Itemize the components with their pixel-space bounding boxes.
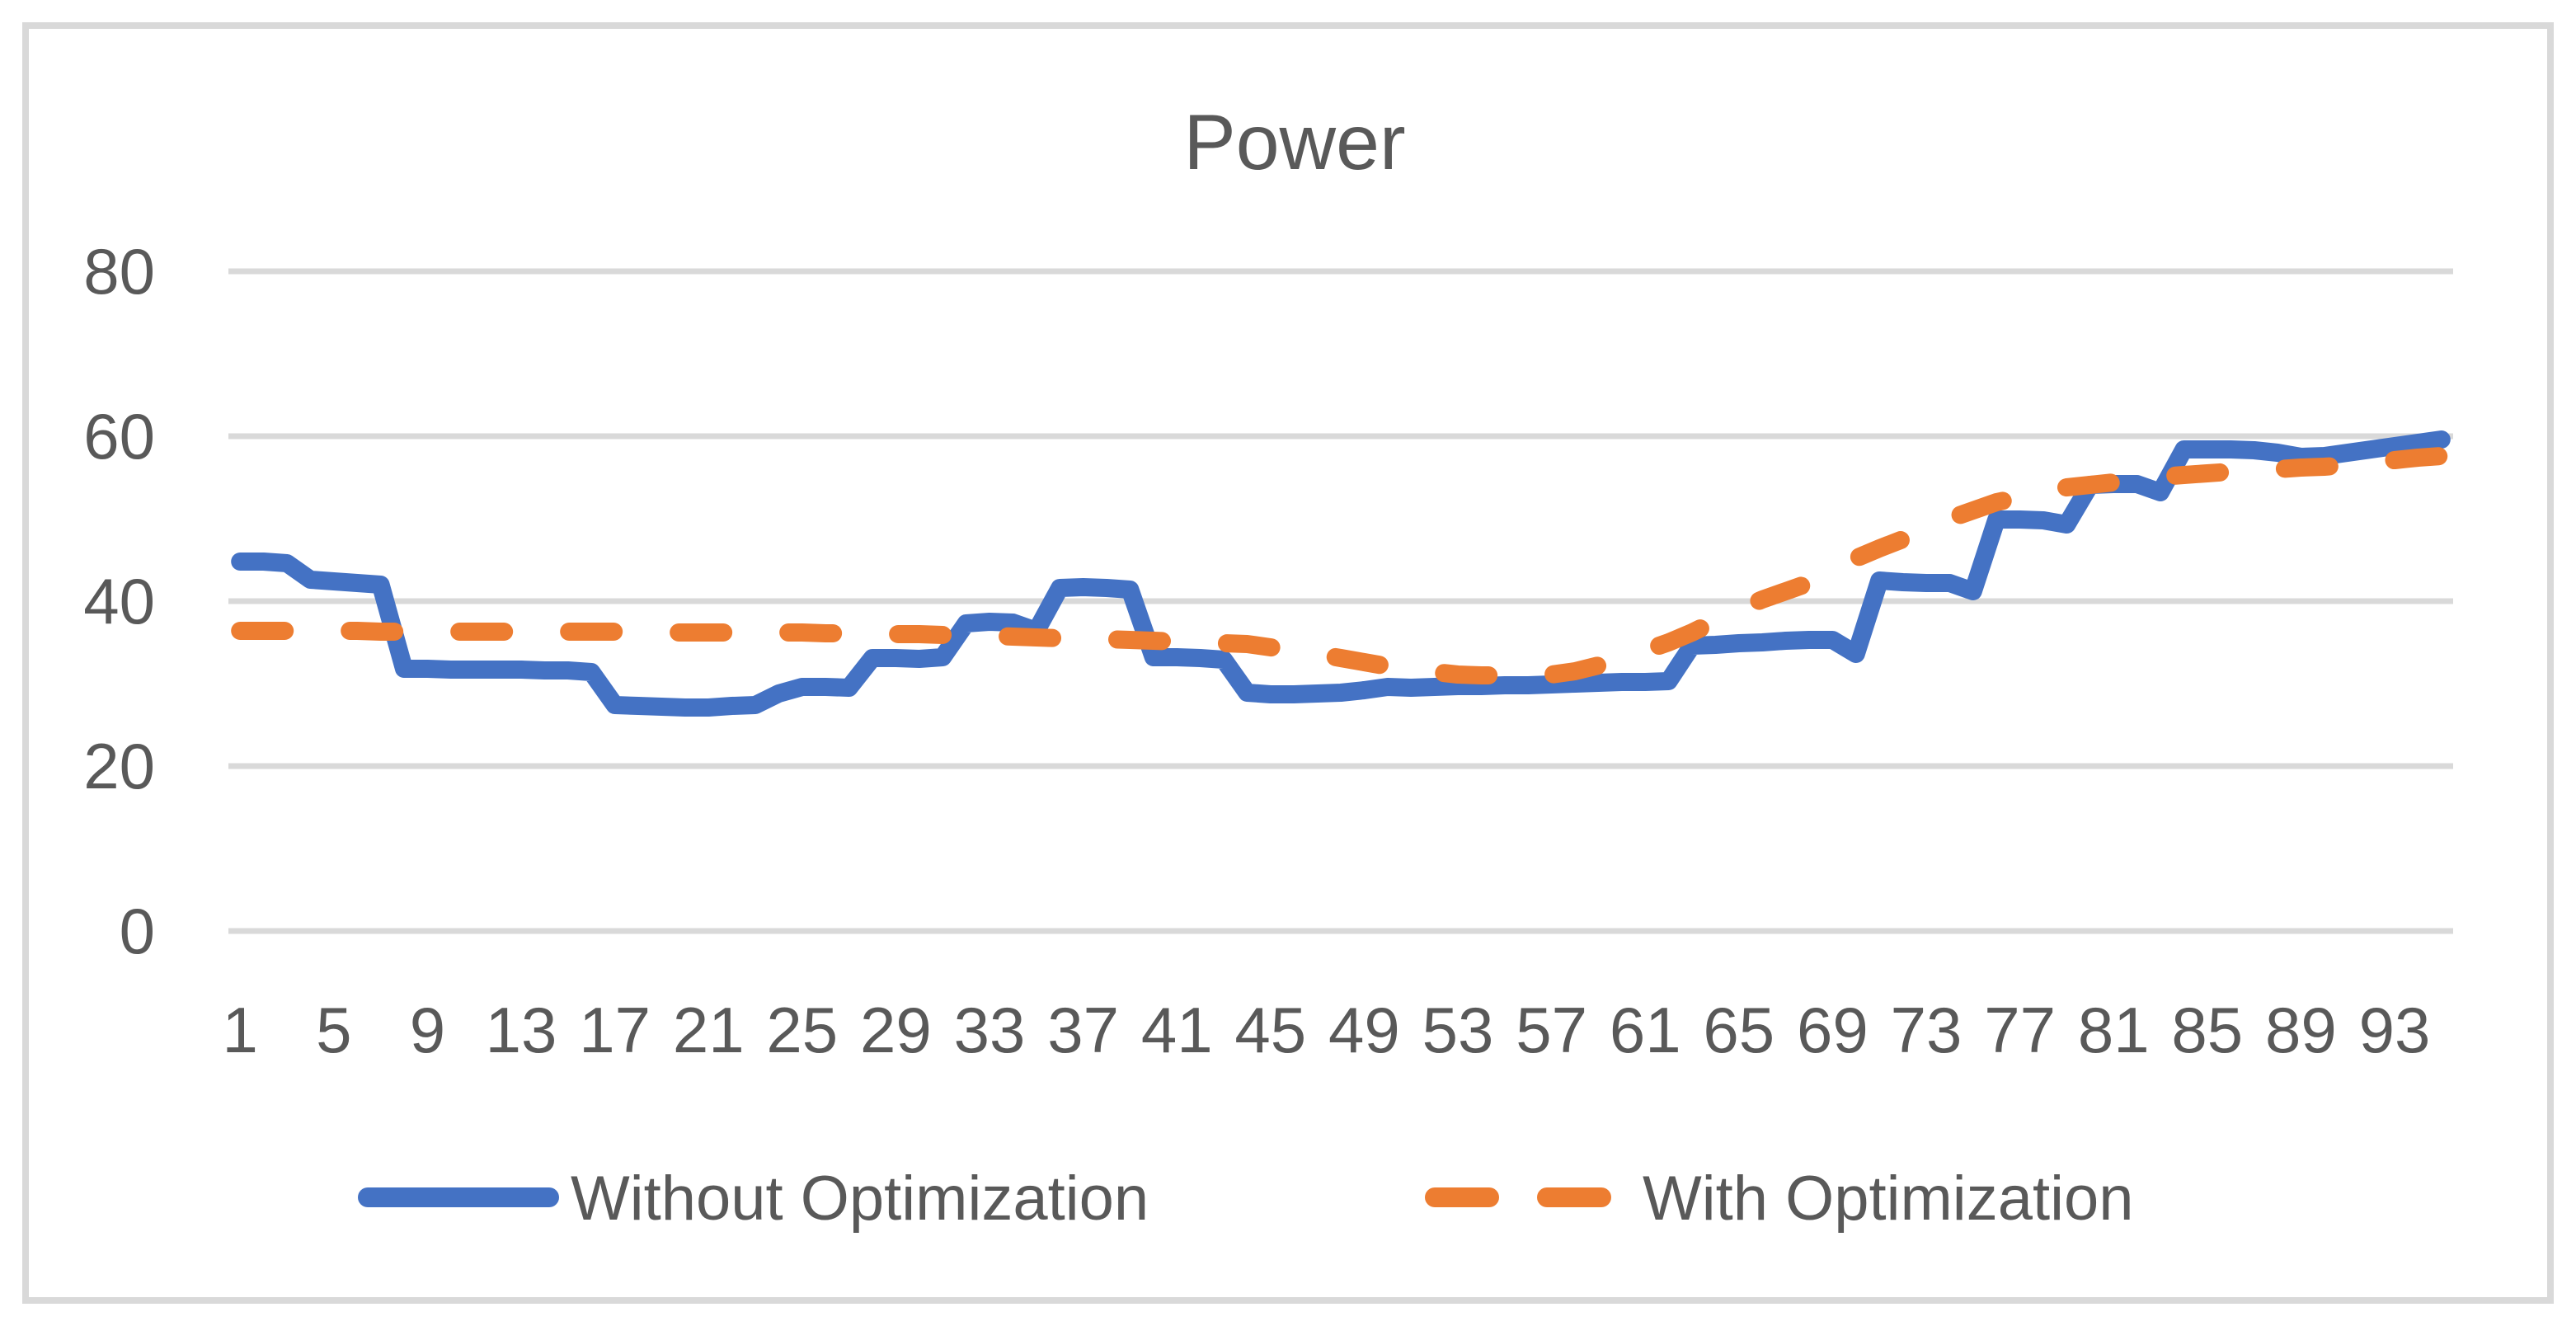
legend-label-without-optimization: Without Optimization <box>571 1164 1149 1234</box>
x-tick-label-53: 53 <box>1422 994 1494 1066</box>
x-axis-tick-labels: 1 5 9 13 17 21 25 29 33 37 41 45 49 53 57 61 65 69 73 77 81 8… <box>223 994 2431 1066</box>
y-tick-label-60: 60 <box>83 400 155 473</box>
x-tick-label-65: 65 <box>1703 994 1775 1066</box>
y-tick-label-40: 40 <box>83 565 155 637</box>
x-tick-label-49: 49 <box>1328 994 1400 1066</box>
legend: Without Optimization With Optimization <box>358 1164 2134 1234</box>
y-axis-tick-labels: 0 20 40 60 80 <box>83 235 155 967</box>
x-tick-label-85: 85 <box>2171 994 2243 1066</box>
x-tick-label-77: 77 <box>1984 994 2056 1066</box>
x-tick-label-17: 17 <box>579 994 651 1066</box>
y-tick-label-0: 0 <box>120 895 155 967</box>
x-tick-label-45: 45 <box>1234 994 1306 1066</box>
legend-item-with-optimization[interactable]: With Optimization <box>1425 1164 2134 1234</box>
gridlines <box>228 268 2453 934</box>
x-tick-label-1: 1 <box>223 994 258 1066</box>
x-tick-label-73: 73 <box>1891 994 1963 1066</box>
x-tick-label-93: 93 <box>2359 994 2431 1066</box>
x-tick-label-57: 57 <box>1516 994 1587 1066</box>
x-tick-label-29: 29 <box>860 994 932 1066</box>
series-line-with-optimization <box>231 447 2451 684</box>
x-tick-label-69: 69 <box>1797 994 1869 1066</box>
y-tick-label-20: 20 <box>83 730 155 802</box>
chart-title: Power <box>1183 99 1405 186</box>
legend-label-with-optimization: With Optimization <box>1643 1164 2134 1234</box>
x-tick-label-9: 9 <box>410 994 445 1066</box>
x-tick-label-41: 41 <box>1141 994 1213 1066</box>
x-tick-label-61: 61 <box>1610 994 1681 1066</box>
x-tick-label-37: 37 <box>1047 994 1119 1066</box>
x-tick-label-5: 5 <box>316 994 351 1066</box>
x-tick-label-25: 25 <box>766 994 838 1066</box>
y-tick-label-80: 80 <box>83 235 155 308</box>
x-tick-label-81: 81 <box>2078 994 2150 1066</box>
x-tick-label-89: 89 <box>2265 994 2337 1066</box>
chart-border <box>22 22 2554 1304</box>
x-tick-label-33: 33 <box>954 994 1026 1066</box>
legend-item-without-optimization[interactable]: Without Optimization <box>358 1164 1149 1234</box>
x-tick-label-21: 21 <box>673 994 745 1066</box>
series-line-without-optimization <box>231 430 2451 717</box>
x-tick-label-13: 13 <box>486 994 557 1066</box>
